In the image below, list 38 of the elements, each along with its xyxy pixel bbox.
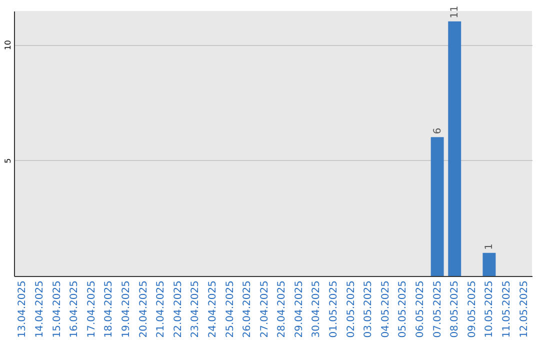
x-tick-label: 07.05.2025 (432, 280, 444, 338)
x-tick-label: 21.04.2025 (156, 280, 167, 338)
x-tick-label: 13.04.2025 (17, 280, 28, 338)
x-tick-label: 18.04.2025 (104, 280, 115, 338)
bar (448, 21, 462, 276)
x-tick-label: 14.04.2025 (34, 280, 46, 338)
x-tick-label: 12.05.2025 (518, 280, 530, 338)
x-tick-label: 24.04.2025 (207, 280, 218, 338)
x-tick-label: 08.05.2025 (450, 280, 461, 338)
x-tick-label: 03.05.2025 (363, 280, 374, 338)
y-tick-label: 10 (4, 40, 12, 50)
x-tick-label: 29.04.2025 (294, 280, 305, 338)
x-tick-label: 28.04.2025 (276, 280, 288, 338)
bar (430, 137, 444, 276)
x-tick-label: 04.05.2025 (380, 280, 392, 338)
x-tick-label: 17.04.2025 (86, 280, 98, 338)
x-tick-label: 30.04.2025 (311, 280, 322, 338)
x-tick-label: 25.04.2025 (224, 280, 236, 338)
x-tick-label: 19.04.2025 (120, 280, 132, 338)
x-tick-label: 20.04.2025 (138, 280, 150, 338)
bar (482, 252, 496, 276)
x-tick-label: 11.05.2025 (501, 280, 512, 338)
x-tick-label: 02.05.2025 (346, 280, 357, 338)
x-tick-label: 16.04.2025 (69, 280, 80, 338)
x-tick-label: 09.05.2025 (466, 280, 478, 338)
x-tick-label: 27.04.2025 (259, 280, 270, 338)
x-tick-label: 10.05.2025 (484, 280, 496, 338)
data-label: 6 (432, 128, 444, 134)
x-tick-label: 22.04.2025 (172, 280, 184, 338)
x-tick-label: 15.04.2025 (52, 280, 63, 338)
y-tick-label: 5 (4, 158, 12, 164)
x-tick-label: 23.04.2025 (190, 280, 202, 338)
x-tick-label: 06.05.2025 (415, 280, 426, 338)
data-label: 11 (450, 6, 461, 18)
data-label: 1 (484, 243, 496, 250)
x-tick-label: 01.05.2025 (328, 280, 340, 338)
x-tick-label: 26.04.2025 (242, 280, 254, 338)
x-tick-label: 05.05.2025 (398, 280, 409, 338)
